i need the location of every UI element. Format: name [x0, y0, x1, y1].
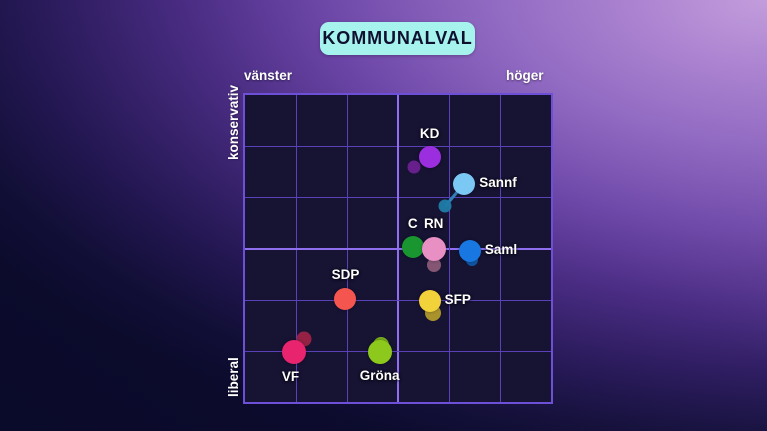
data-point-previous-sannf[interactable] — [438, 199, 452, 213]
data-point-vf[interactable] — [282, 340, 307, 365]
data-point-label-vf: VF — [281, 369, 300, 385]
data-point-label-rn: RN — [423, 215, 444, 231]
scatter-plot: KD Sannf C RN Saml SFP SDP Gröna VF — [243, 93, 553, 404]
grid-axis-horizontal — [245, 248, 551, 250]
data-point-previous-rn[interactable] — [426, 258, 441, 273]
grid-layer — [245, 95, 551, 402]
data-point-sannf[interactable] — [453, 172, 476, 195]
data-point-saml[interactable] — [458, 239, 481, 262]
grid-line-vertical — [449, 95, 450, 402]
data-point-label-c: C — [407, 216, 418, 232]
data-point-label-sdp: SDP — [331, 266, 360, 282]
data-point-kd[interactable] — [418, 145, 441, 168]
grid-line-horizontal — [245, 300, 551, 301]
data-point-gröna[interactable] — [367, 339, 392, 364]
data-point-previous-kd[interactable] — [407, 160, 421, 174]
axis-label-left: vänster — [244, 68, 293, 83]
data-point-label-saml: Saml — [484, 241, 518, 257]
data-point-label-sfp: SFP — [444, 291, 471, 307]
data-point-label-gröna: Gröna — [359, 367, 400, 383]
points-layer: KD Sannf C RN Saml SFP SDP Gröna VF — [245, 95, 551, 402]
axis-label-bottom: liberal — [226, 357, 241, 397]
grid-line-horizontal — [245, 351, 551, 352]
title-badge: KOMMUNALVAL — [320, 22, 475, 55]
axis-label-right: höger — [506, 68, 544, 83]
data-point-rn[interactable] — [421, 236, 446, 261]
data-point-label-sannf: Sannf — [479, 174, 517, 190]
data-point-c[interactable] — [401, 236, 424, 259]
page-title: KOMMUNALVAL — [322, 28, 473, 48]
data-point-label-kd: KD — [419, 125, 440, 141]
axis-label-top: konservativ — [226, 84, 241, 160]
grid-line-vertical — [500, 95, 501, 402]
data-point-sfp[interactable] — [418, 289, 441, 312]
data-point-sdp[interactable] — [334, 287, 357, 310]
